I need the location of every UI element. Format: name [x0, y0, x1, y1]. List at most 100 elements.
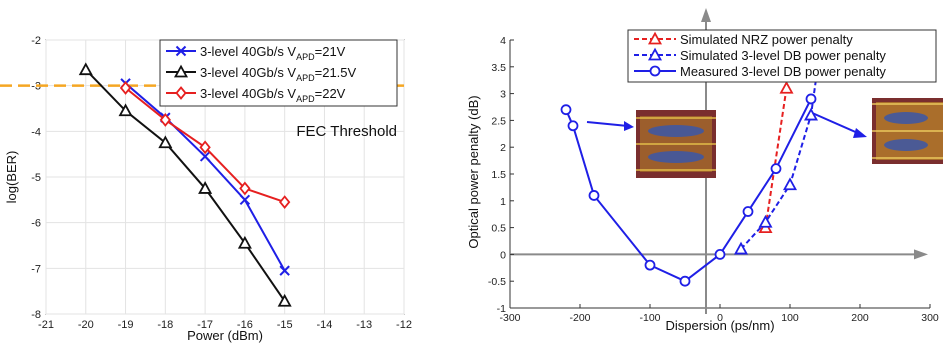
- penalty-data-point: [644, 259, 656, 271]
- ber-series-line: [85, 68, 286, 302]
- penalty-x-tick-label: -100: [639, 312, 660, 324]
- ber-data-point: [279, 195, 291, 210]
- penalty-y-tick-label: 1.5: [491, 169, 506, 181]
- penalty-data-point: [742, 206, 754, 217]
- ber-y-axis-label: log(BER): [4, 151, 19, 204]
- penalty-x-tick-label: 100: [781, 312, 799, 324]
- penalty-x-tick-label: 200: [851, 312, 869, 324]
- penalty-zero-arrow-head: [914, 249, 928, 260]
- ber-legend-items: 3-level 40Gb/s VAPD=21V 3-level 40Gb/s VA…: [166, 44, 357, 104]
- penalty-y-tick-label: 0: [500, 249, 506, 261]
- penalty-vertical-arrow-head: [701, 8, 711, 22]
- penalty-legend-marker: [647, 31, 663, 45]
- fec-threshold-label: FEC Threshold: [296, 123, 397, 140]
- ber-legend-item: 3-level 40Gb/s VAPD=21.5V: [166, 64, 357, 83]
- penalty-series-2: [560, 93, 817, 287]
- ber-data-point: [78, 62, 93, 76]
- penalty-legend-item: Measured 3-level DB power penalty: [634, 64, 886, 79]
- ber-x-tick-label: -17: [197, 319, 213, 331]
- ber-y-tick-label: -5: [31, 172, 41, 184]
- ber-x-tick-label: -14: [316, 319, 332, 331]
- penalty-x-axis-label: Dispersion (ps/nm): [665, 318, 774, 333]
- penalty-series-0: [758, 80, 794, 234]
- ber-data-point: [199, 140, 211, 155]
- penalty-series-group: [560, 39, 823, 287]
- ber-y-tick-label: -2: [31, 35, 41, 47]
- ber-chart: -21 -20 -19 -18 -17 -16 -15 -14 -13 -12 -8 -7 -6 -5 -…: [0, 35, 412, 343]
- penalty-y-tick-label: 0.5: [491, 223, 506, 235]
- penalty-legend-label: Simulated 3-level DB power penalty: [680, 48, 886, 63]
- ber-y-tick-label: -7: [31, 263, 41, 275]
- penalty-legend-box: [627, 29, 937, 83]
- penalty-y-axis-label: Optical power penalty (dB): [466, 95, 481, 248]
- penalty-data-point: [679, 275, 691, 287]
- ber-y-ticks: -8-7-6-5-4-3-2: [31, 35, 41, 321]
- penalty-data-point: [560, 104, 572, 116]
- penalty-data-point: [714, 248, 726, 260]
- ber-x-tick-label: -16: [237, 319, 253, 331]
- penalty-legend-label: Measured 3-level DB power penalty: [680, 64, 886, 79]
- penalty-y-tick-label: -0.5: [488, 276, 506, 288]
- ber-x-axis-label: Power (dBm): [187, 328, 263, 343]
- penalty-y-tick-label: -1: [497, 303, 506, 315]
- penalty-data-point: [567, 120, 579, 132]
- penalty-y-tick-label: 4: [500, 35, 506, 47]
- ber-x-tick-label: -20: [78, 319, 94, 331]
- penalty-data-point: [805, 93, 817, 105]
- penalty-legend-marker: [647, 47, 663, 61]
- ber-legend-marker: [175, 45, 187, 57]
- penalty-legend-label: Simulated NRZ power penalty: [680, 32, 853, 47]
- ber-legend-label: 3-level 40Gb/s VAPD=22V: [200, 86, 346, 104]
- penalty-series-line: [764, 88, 788, 228]
- ber-x-tick-label: -15: [277, 319, 293, 331]
- penalty-y-tick-label: 1: [500, 196, 506, 208]
- ber-data-point: [239, 194, 251, 206]
- ber-data-point: [239, 181, 251, 196]
- penalty-data-point: [588, 190, 600, 201]
- ber-data-point: [198, 181, 213, 194]
- penalty-x-tick-label: -300: [499, 312, 520, 324]
- ber-legend-marker: [175, 86, 187, 100]
- penalty-y-tick-label: 3: [500, 89, 506, 101]
- penalty-x-tick-label: 0: [717, 312, 723, 324]
- penalty-data-point: [803, 107, 819, 121]
- penalty-data-point: [782, 177, 798, 191]
- ber-x-tick-label: -18: [157, 319, 173, 331]
- ber-data-point: [277, 293, 292, 307]
- ber-legend-item: 3-level 40Gb/s VAPD=22V: [166, 86, 346, 104]
- ber-x-tick-label: -19: [118, 319, 134, 331]
- ber-data-point: [119, 81, 132, 95]
- ber-legend-item: 3-level 40Gb/s VAPD=21V: [166, 44, 346, 62]
- penalty-data-point: [758, 214, 773, 228]
- ber-data-point: [237, 235, 252, 249]
- ber-x-ticks: -21 -20 -19 -18 -17 -16 -15 -14 -13 -12: [38, 319, 412, 331]
- penalty-series-1: [733, 39, 823, 255]
- ber-x-tick-label: -12: [396, 319, 412, 331]
- penalty-data-point: [779, 80, 794, 94]
- penalty-legend-item: Simulated 3-level DB power penalty: [634, 47, 886, 63]
- eye-diagram-inset-right: [872, 98, 943, 164]
- ber-data-point: [159, 112, 171, 127]
- ber-data-point: [279, 265, 290, 276]
- ber-series-1: [78, 62, 292, 307]
- penalty-x-tick-label: 300: [921, 312, 939, 324]
- penalty-y-tick-label: 2.5: [491, 115, 506, 127]
- penalty-x-tick-label: -200: [569, 312, 590, 324]
- ber-legend-box: [159, 39, 398, 107]
- ber-y-tick-label: -4: [31, 126, 41, 138]
- ber-series-group: [78, 62, 292, 307]
- ber-data-point: [118, 103, 133, 117]
- penalty-chart: -300 -200 -100 0 100 200 300 -1 -0.5 0 0.5 1 1.5 2 2.…: [466, 8, 943, 333]
- penalty-legend-item: Simulated NRZ power penalty: [634, 31, 853, 47]
- ber-y-tick-label: -6: [31, 218, 41, 230]
- ber-x-tick-label: -21: [38, 319, 54, 331]
- penalty-y-tick-label: 3.5: [491, 62, 506, 74]
- ber-series-2: [119, 81, 291, 210]
- ber-x-tick-label: -13: [356, 319, 372, 331]
- penalty-data-point: [770, 163, 782, 175]
- ber-y-tick-label: -8: [31, 309, 41, 321]
- ber-legend-marker: [173, 64, 189, 78]
